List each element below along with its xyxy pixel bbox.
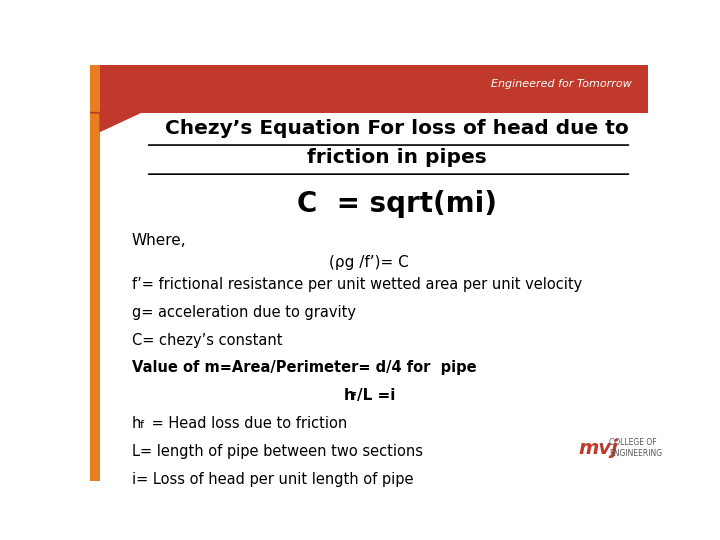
Text: Value of m=Area/Perimeter= d/4 for  pipe: Value of m=Area/Perimeter= d/4 for pipe (132, 360, 477, 375)
Text: f’= frictional resistance per unit wetted area per unit velocity: f’= frictional resistance per unit wette… (132, 277, 582, 292)
Text: i= Loss of head per unit length of pipe: i= Loss of head per unit length of pipe (132, 472, 413, 487)
Text: L= length of pipe between two sections: L= length of pipe between two sections (132, 444, 423, 459)
Text: Chezy’s Equation For loss of head due to: Chezy’s Equation For loss of head due to (165, 119, 629, 138)
Polygon shape (90, 113, 140, 131)
FancyBboxPatch shape (90, 65, 100, 481)
Text: (ρg /f’)= C: (ρg /f’)= C (329, 255, 409, 270)
Text: f: f (351, 393, 356, 402)
Text: h: h (132, 416, 141, 431)
Text: f: f (140, 420, 144, 430)
Text: /L =i: /L =i (356, 388, 395, 403)
FancyBboxPatch shape (90, 65, 648, 113)
Text: = Head loss due to friction: = Head loss due to friction (148, 416, 348, 431)
Text: h: h (344, 388, 355, 403)
Text: COLLEGE OF
ENGINEERING: COLLEGE OF ENGINEERING (609, 438, 662, 458)
Text: mvj: mvj (578, 438, 618, 458)
Text: g= acceleration due to gravity: g= acceleration due to gravity (132, 305, 356, 320)
Text: Where,: Where, (132, 233, 186, 248)
Text: C  = sqrt(mi): C = sqrt(mi) (297, 190, 497, 218)
Text: Engineered for Tomorrow: Engineered for Tomorrow (490, 79, 631, 89)
Text: C= chezy’s constant: C= chezy’s constant (132, 333, 282, 348)
Text: friction in pipes: friction in pipes (307, 148, 487, 167)
